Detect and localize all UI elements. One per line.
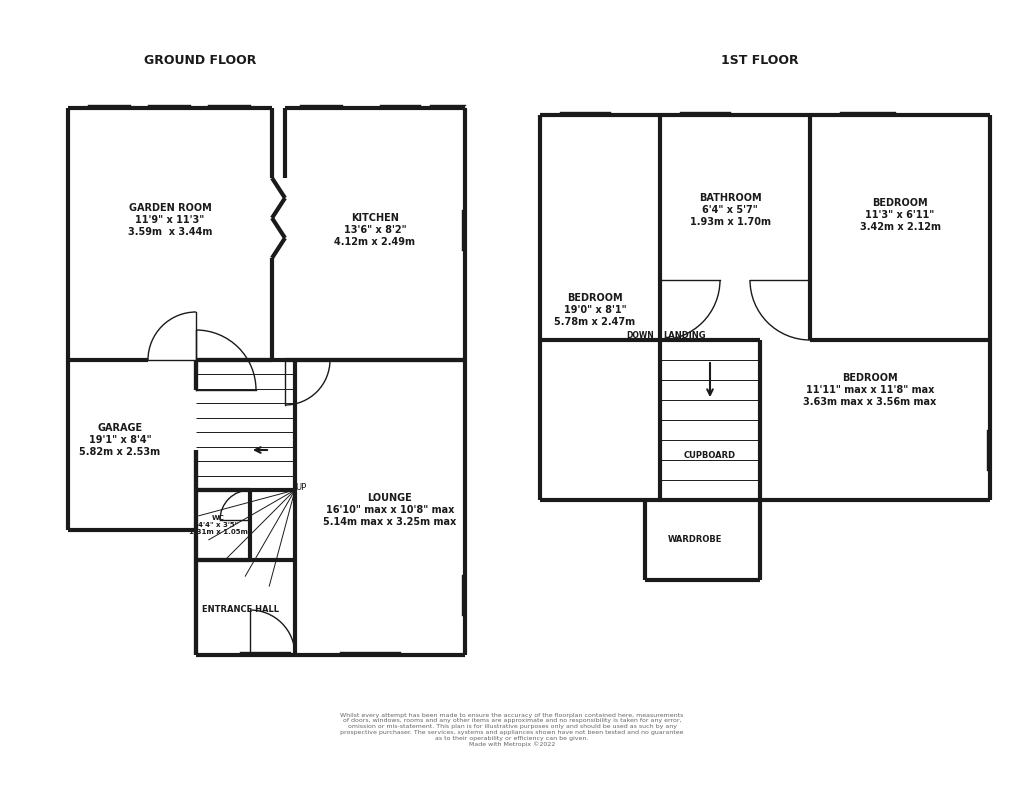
Text: GARAGE
19'1" x 8'4"
5.82m x 2.53m: GARAGE 19'1" x 8'4" 5.82m x 2.53m: [80, 424, 161, 457]
Text: BEDROOM
11'3" x 6'11"
3.42m x 2.12m: BEDROOM 11'3" x 6'11" 3.42m x 2.12m: [859, 198, 940, 232]
Text: DOWN: DOWN: [627, 330, 654, 340]
Text: GROUND FLOOR: GROUND FLOOR: [143, 53, 256, 67]
Text: BEDROOM
19'0" x 8'1"
5.78m x 2.47m: BEDROOM 19'0" x 8'1" 5.78m x 2.47m: [554, 293, 636, 327]
Text: LANDING: LANDING: [663, 330, 706, 340]
Text: KITCHEN
13'6" x 8'2"
4.12m x 2.49m: KITCHEN 13'6" x 8'2" 4.12m x 2.49m: [335, 214, 416, 247]
Text: LOUNGE
16'10" max x 10'8" max
5.14m max x 3.25m max: LOUNGE 16'10" max x 10'8" max 5.14m max …: [324, 494, 457, 527]
Text: UP: UP: [295, 483, 306, 493]
Text: BEDROOM
11'11" max x 11'8" max
3.63m max x 3.56m max: BEDROOM 11'11" max x 11'8" max 3.63m max…: [804, 373, 937, 406]
Text: CUPBOARD: CUPBOARD: [684, 450, 736, 460]
Text: WARDROBE: WARDROBE: [668, 535, 722, 545]
Text: BATHROOM
6'4" x 5'7"
1.93m x 1.70m: BATHROOM 6'4" x 5'7" 1.93m x 1.70m: [689, 193, 770, 226]
Text: ENTRANCE HALL: ENTRANCE HALL: [202, 605, 279, 615]
Text: 1ST FLOOR: 1ST FLOOR: [721, 53, 799, 67]
Text: Whilst every attempt has been made to ensure the accuracy of the floorplan conta: Whilst every attempt has been made to en…: [340, 713, 684, 747]
Text: GARDEN ROOM
11'9" x 11'3"
3.59m  x 3.44m: GARDEN ROOM 11'9" x 11'3" 3.59m x 3.44m: [128, 204, 212, 237]
Text: WC
4'4" x 3'5"
1.31m x 1.05m: WC 4'4" x 3'5" 1.31m x 1.05m: [188, 515, 248, 535]
